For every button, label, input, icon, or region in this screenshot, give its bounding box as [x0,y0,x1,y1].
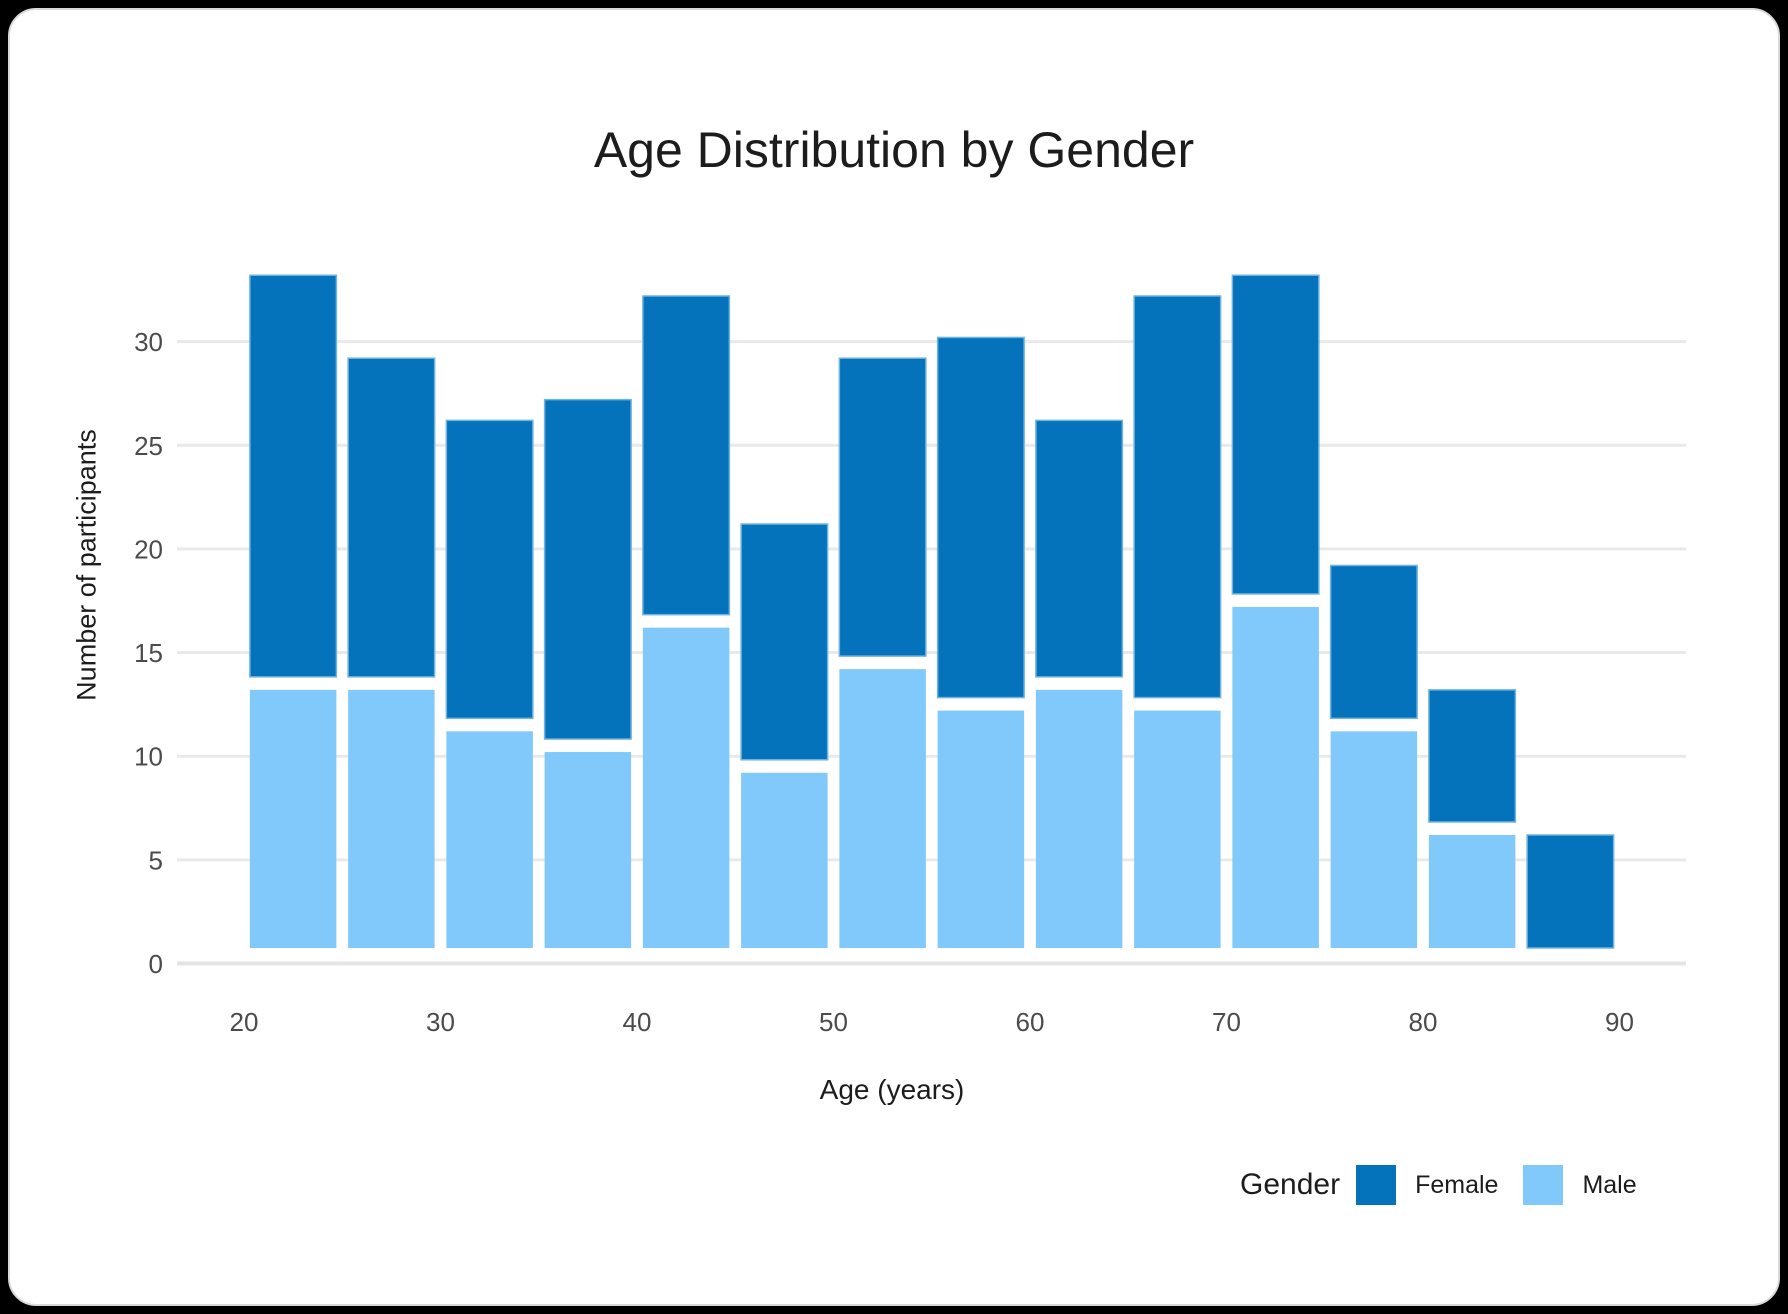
legend-label-male: Male [1582,1170,1637,1199]
bar-female-60 [1035,419,1124,678]
x-axis-title: Age (years) [819,1074,965,1105]
bar-male-30 [446,731,533,948]
bar-female-30 [445,419,534,720]
legend-item-male[interactable]: Male [1523,1165,1637,1205]
bar-male-25 [348,689,435,948]
bar-female-20 [249,274,338,678]
bar-male-35 [544,752,632,948]
y-tick-label-20: 20 [134,534,163,564]
legend-label-female: Female [1415,1170,1499,1199]
bar-female-45 [740,523,829,761]
bar-male-55 [937,710,1025,948]
y-tick-label-15: 15 [134,638,163,668]
bar-male-60 [1035,689,1123,948]
bar-male-20 [249,689,337,948]
male-swatch-icon [1523,1165,1564,1205]
bar-female-35 [543,398,632,740]
x-tick-label-90: 90 [1605,1007,1634,1037]
bar-female-25 [347,357,436,678]
x-tick-label-70: 70 [1212,1007,1241,1037]
bar-male-70 [1232,606,1319,948]
legend-title: Gender [1240,1168,1341,1201]
x-tick-label-40: 40 [623,1007,652,1037]
bar-male-80 [1428,834,1516,948]
y-tick-label-0: 0 [149,949,163,979]
bar-female-70 [1231,274,1320,595]
chart-title: Age Distribution by Gender [593,122,1195,178]
bar-female-50 [838,357,927,657]
bar-male-45 [741,772,828,948]
x-tick-label-60: 60 [1016,1007,1045,1037]
x-tick-label-50: 50 [819,1007,848,1037]
y-tick-label-30: 30 [134,327,163,357]
bar-female-85 [1526,834,1615,949]
bar-female-65 [1133,295,1222,699]
bar-male-50 [839,669,926,948]
bar-female-80 [1428,689,1517,823]
x-tick-label-20: 20 [230,1007,259,1037]
bar-male-40 [642,627,730,948]
y-tick-label-10: 10 [134,742,163,772]
x-tick-label-30: 30 [426,1007,455,1037]
bar-female-75 [1329,564,1418,720]
y-tick-label-5: 5 [149,845,163,875]
legend: Gender Female Male [1240,1163,1637,1207]
female-swatch-icon [1356,1165,1397,1205]
y-axis-title: Number of participants [71,429,102,701]
bar-male-65 [1134,710,1221,948]
y-tick-label-25: 25 [134,431,163,461]
bar-male-75 [1330,731,1418,948]
x-tick-label-80: 80 [1409,1007,1438,1037]
bar-female-55 [936,336,1025,699]
legend-item-female[interactable]: Female [1356,1165,1498,1205]
bar-female-40 [642,295,731,616]
